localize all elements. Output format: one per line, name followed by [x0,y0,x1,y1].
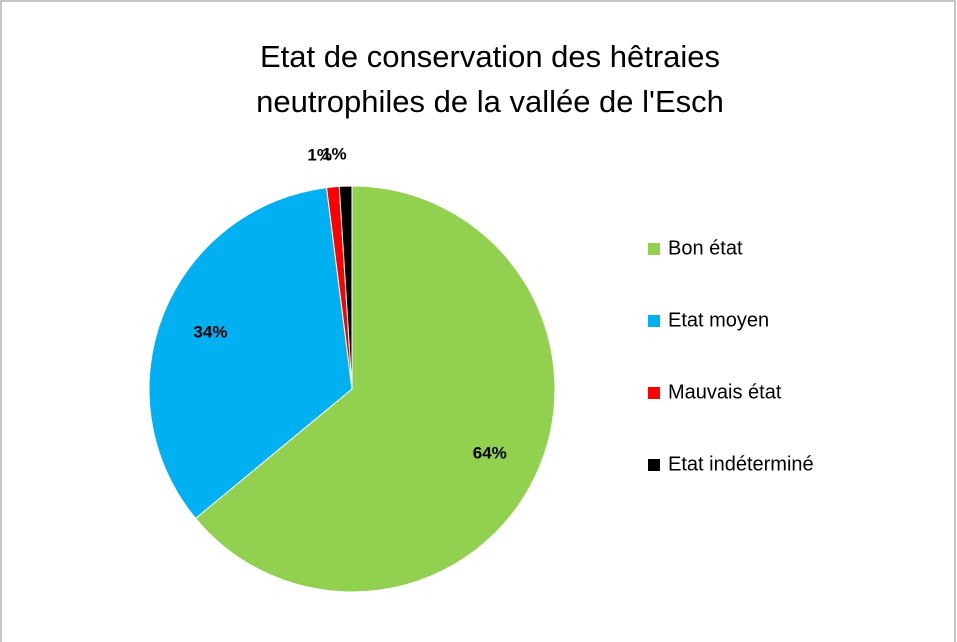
chart-title: Etat de conservation des hêtraies neutro… [256,39,724,119]
legend-swatch [648,387,660,399]
pie-slice [148,187,353,520]
legend-label: Etat moyen [668,309,769,331]
pie-slice [338,185,353,390]
pie-slice [194,185,556,593]
legend-swatch [648,243,660,255]
data-label: 34% [193,322,227,341]
data-label: 1% [307,146,332,165]
legend-label: Etat indéterminé [668,453,814,475]
legend-label: Bon état [668,237,743,259]
data-label: 1% [322,145,347,164]
legend-label: Mauvais état [668,381,782,403]
legend-swatch [648,315,660,327]
legend-swatch [648,459,660,471]
data-label: 64% [473,443,507,462]
